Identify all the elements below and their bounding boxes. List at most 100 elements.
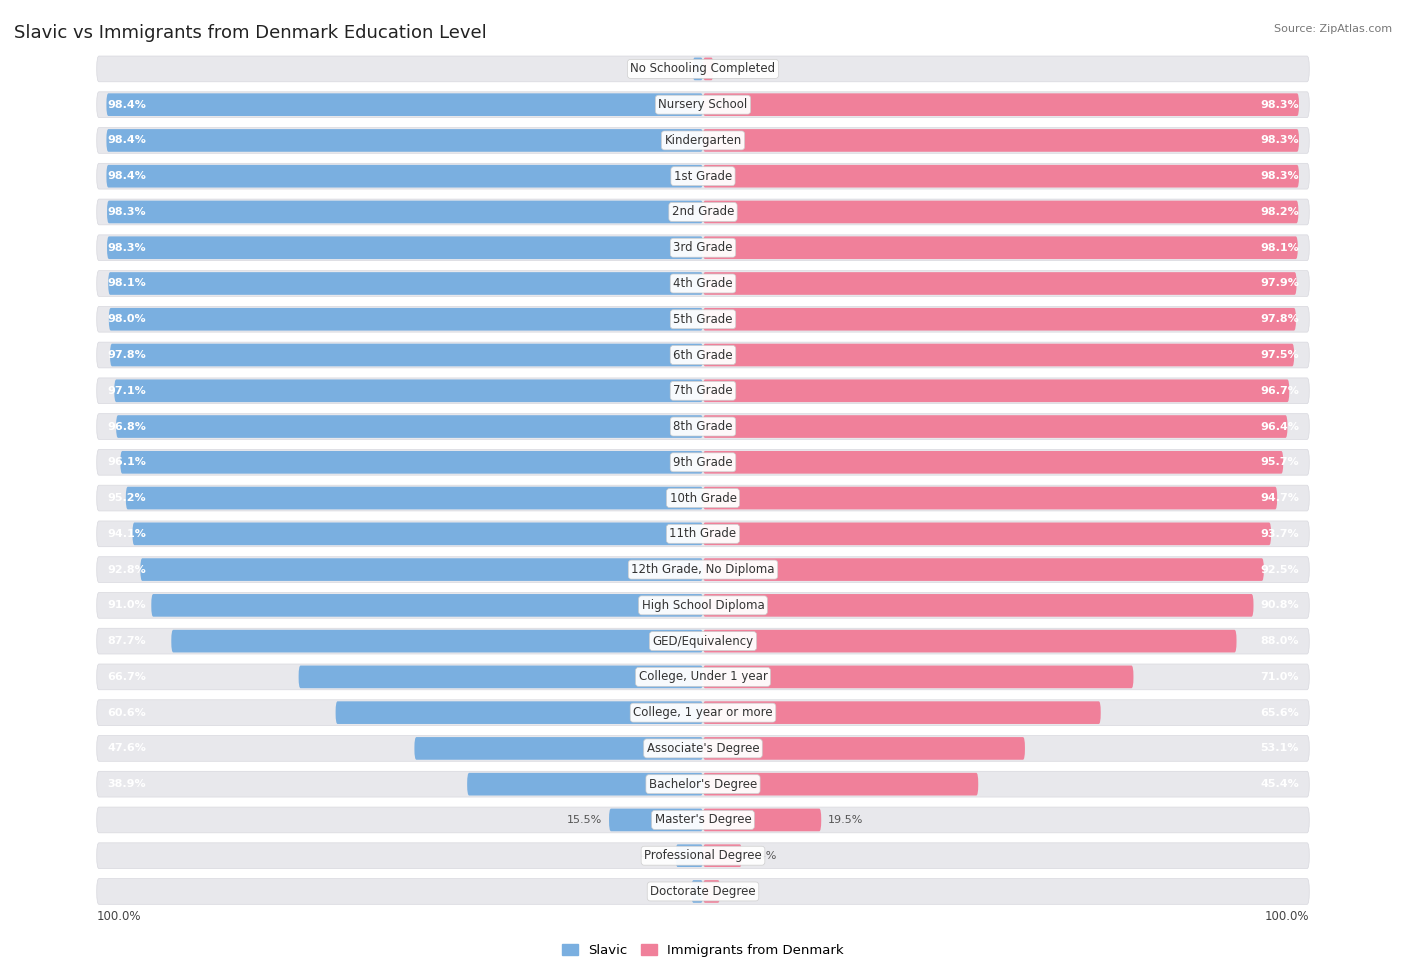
Text: 87.7%: 87.7% <box>107 636 146 646</box>
FancyBboxPatch shape <box>152 594 703 617</box>
Text: 93.7%: 93.7% <box>1260 528 1299 539</box>
Text: 90.8%: 90.8% <box>1260 601 1299 610</box>
Text: Professional Degree: Professional Degree <box>644 849 762 862</box>
Text: Doctorate Degree: Doctorate Degree <box>650 885 756 898</box>
Text: 95.2%: 95.2% <box>107 493 146 503</box>
Text: 9th Grade: 9th Grade <box>673 455 733 469</box>
FancyBboxPatch shape <box>121 451 703 474</box>
Text: 11th Grade: 11th Grade <box>669 527 737 540</box>
FancyBboxPatch shape <box>114 379 703 402</box>
FancyBboxPatch shape <box>703 58 713 80</box>
FancyBboxPatch shape <box>693 58 703 80</box>
Text: 98.3%: 98.3% <box>1260 136 1299 145</box>
Legend: Slavic, Immigrants from Denmark: Slavic, Immigrants from Denmark <box>557 939 849 962</box>
FancyBboxPatch shape <box>172 630 703 652</box>
FancyBboxPatch shape <box>107 165 703 187</box>
Text: Source: ZipAtlas.com: Source: ZipAtlas.com <box>1274 24 1392 34</box>
FancyBboxPatch shape <box>97 235 1309 260</box>
Text: 65.6%: 65.6% <box>1260 708 1299 718</box>
Text: Kindergarten: Kindergarten <box>665 134 741 147</box>
FancyBboxPatch shape <box>97 664 1309 689</box>
FancyBboxPatch shape <box>97 413 1309 440</box>
Text: 1.7%: 1.7% <box>720 64 748 74</box>
Text: 1.7%: 1.7% <box>658 64 686 74</box>
Text: 66.7%: 66.7% <box>107 672 146 682</box>
Text: 97.8%: 97.8% <box>107 350 146 360</box>
Text: 91.0%: 91.0% <box>107 601 146 610</box>
Text: 45.4%: 45.4% <box>1260 779 1299 789</box>
FancyBboxPatch shape <box>97 878 1309 905</box>
FancyBboxPatch shape <box>97 593 1309 618</box>
FancyBboxPatch shape <box>703 94 1299 116</box>
FancyBboxPatch shape <box>703 773 979 796</box>
Text: Slavic vs Immigrants from Denmark Education Level: Slavic vs Immigrants from Denmark Educat… <box>14 24 486 42</box>
Text: High School Diploma: High School Diploma <box>641 599 765 612</box>
FancyBboxPatch shape <box>703 451 1284 474</box>
FancyBboxPatch shape <box>97 342 1309 368</box>
Text: 98.4%: 98.4% <box>107 136 146 145</box>
FancyBboxPatch shape <box>703 272 1296 294</box>
Text: 96.1%: 96.1% <box>107 457 146 467</box>
FancyBboxPatch shape <box>703 129 1299 152</box>
Text: 96.4%: 96.4% <box>1260 421 1299 432</box>
FancyBboxPatch shape <box>97 128 1309 153</box>
FancyBboxPatch shape <box>108 308 703 331</box>
FancyBboxPatch shape <box>703 666 1133 688</box>
Text: Associate's Degree: Associate's Degree <box>647 742 759 755</box>
FancyBboxPatch shape <box>336 701 703 724</box>
FancyBboxPatch shape <box>703 415 1288 438</box>
Text: 98.2%: 98.2% <box>1260 207 1299 217</box>
Text: 96.8%: 96.8% <box>107 421 146 432</box>
FancyBboxPatch shape <box>97 521 1309 547</box>
FancyBboxPatch shape <box>703 880 720 903</box>
FancyBboxPatch shape <box>703 343 1294 367</box>
Text: 4.5%: 4.5% <box>641 851 669 861</box>
Text: 6th Grade: 6th Grade <box>673 348 733 362</box>
Text: 53.1%: 53.1% <box>1261 743 1299 754</box>
FancyBboxPatch shape <box>97 92 1309 118</box>
FancyBboxPatch shape <box>676 844 703 867</box>
FancyBboxPatch shape <box>467 773 703 796</box>
FancyBboxPatch shape <box>703 701 1101 724</box>
Text: 12th Grade, No Diploma: 12th Grade, No Diploma <box>631 564 775 576</box>
Text: 10th Grade: 10th Grade <box>669 491 737 505</box>
FancyBboxPatch shape <box>692 880 703 903</box>
FancyBboxPatch shape <box>609 808 703 832</box>
Text: Bachelor's Degree: Bachelor's Degree <box>650 778 756 791</box>
FancyBboxPatch shape <box>703 236 1298 259</box>
FancyBboxPatch shape <box>107 94 703 116</box>
Text: 98.3%: 98.3% <box>1260 172 1299 181</box>
Text: 4th Grade: 4th Grade <box>673 277 733 290</box>
Text: 98.1%: 98.1% <box>107 279 146 289</box>
FancyBboxPatch shape <box>703 737 1025 760</box>
FancyBboxPatch shape <box>97 378 1309 404</box>
FancyBboxPatch shape <box>97 557 1309 582</box>
Text: 38.9%: 38.9% <box>107 779 146 789</box>
Text: 97.8%: 97.8% <box>1260 314 1299 325</box>
Text: No Schooling Completed: No Schooling Completed <box>630 62 776 75</box>
Text: 100.0%: 100.0% <box>1265 910 1309 923</box>
FancyBboxPatch shape <box>117 415 703 438</box>
Text: 7th Grade: 7th Grade <box>673 384 733 397</box>
FancyBboxPatch shape <box>107 201 703 223</box>
FancyBboxPatch shape <box>298 666 703 688</box>
Text: GED/Equivalency: GED/Equivalency <box>652 635 754 647</box>
Text: 97.5%: 97.5% <box>1260 350 1299 360</box>
FancyBboxPatch shape <box>97 164 1309 189</box>
FancyBboxPatch shape <box>125 487 703 509</box>
Text: 94.1%: 94.1% <box>107 528 146 539</box>
Text: 15.5%: 15.5% <box>567 815 602 825</box>
Text: College, Under 1 year: College, Under 1 year <box>638 671 768 683</box>
Text: 92.8%: 92.8% <box>107 565 146 574</box>
Text: 100.0%: 100.0% <box>97 910 141 923</box>
Text: Master's Degree: Master's Degree <box>655 813 751 827</box>
Text: Nursery School: Nursery School <box>658 98 748 111</box>
Text: 98.3%: 98.3% <box>107 243 146 253</box>
Text: 1st Grade: 1st Grade <box>673 170 733 182</box>
FancyBboxPatch shape <box>110 343 703 367</box>
FancyBboxPatch shape <box>97 271 1309 296</box>
FancyBboxPatch shape <box>107 129 703 152</box>
FancyBboxPatch shape <box>703 487 1277 509</box>
Text: 96.7%: 96.7% <box>1260 386 1299 396</box>
Text: 3rd Grade: 3rd Grade <box>673 241 733 254</box>
